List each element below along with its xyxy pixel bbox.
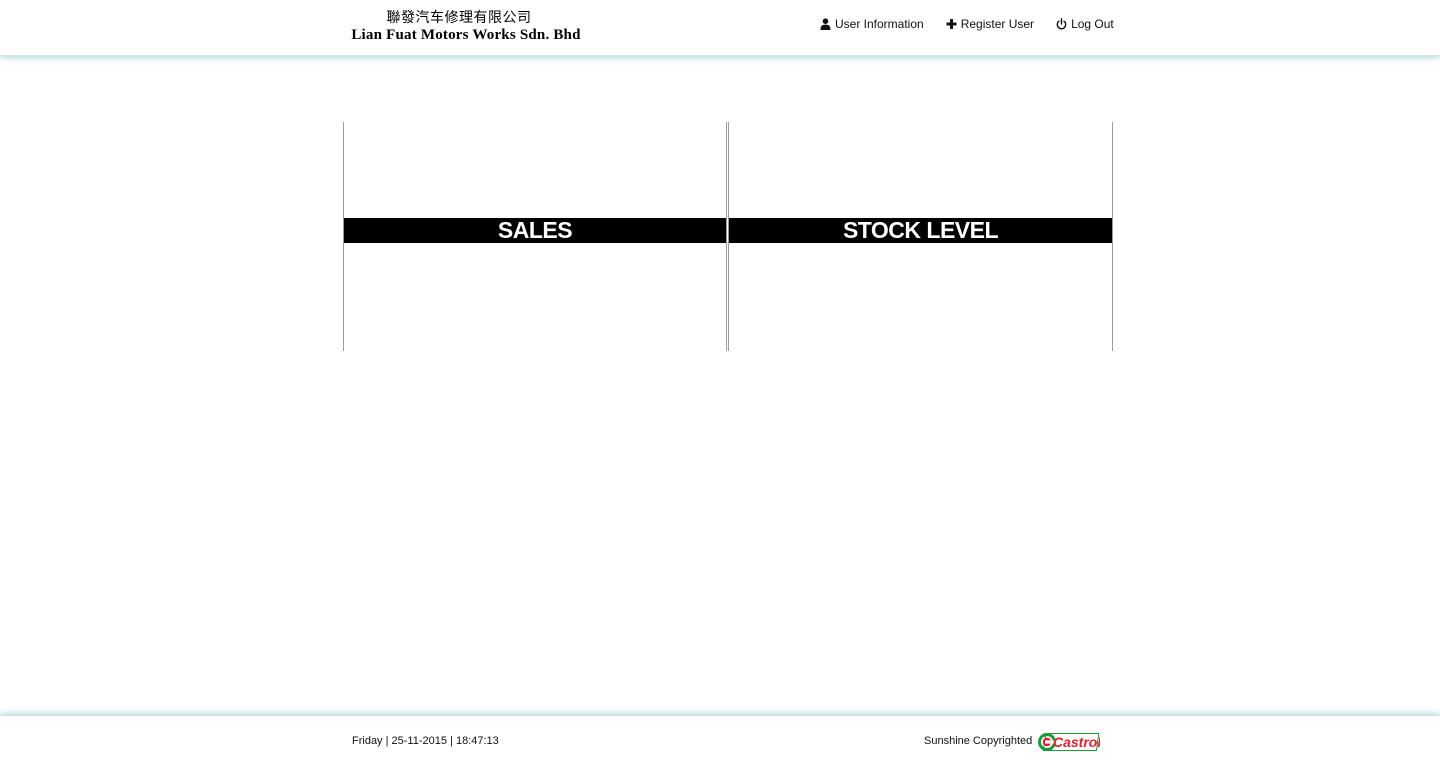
nav-log-out[interactable]: Log Out (1056, 17, 1114, 31)
sales-tile-label: SALES (344, 218, 726, 243)
nav-user-information[interactable]: User Information (820, 17, 924, 31)
user-icon (820, 18, 831, 30)
castrol-logo-text: Castrol (1053, 734, 1100, 750)
brand-chinese-name: 聯發汽车修理有限公司 (386, 11, 532, 26)
header: 聯發汽车修理有限公司 Lian Fuat Motors Works Sdn. B… (0, 0, 1440, 56)
plus-icon (946, 18, 957, 30)
top-nav: User Information Register User Log Out (820, 17, 1114, 31)
power-icon (1056, 18, 1067, 30)
nav-user-information-label: User Information (835, 17, 924, 31)
footer-datetime: Friday | 25-11-2015 | 18:47:13 (352, 735, 499, 747)
dashboard-tiles: SALES STOCK LEVEL (343, 122, 1113, 351)
sales-tile[interactable]: SALES (343, 122, 727, 351)
stock-level-tile[interactable]: STOCK LEVEL (728, 122, 1113, 351)
footer-copyright: Sunshine Copyrighted (924, 735, 1033, 747)
footer: Friday | 25-11-2015 | 18:47:13 Sunshine … (0, 715, 1440, 760)
stock-level-tile-label: STOCK LEVEL (729, 218, 1112, 243)
brand[interactable]: 聯發汽车修理有限公司 Lian Fuat Motors Works Sdn. B… (341, 11, 591, 44)
nav-log-out-label: Log Out (1071, 17, 1114, 31)
nav-register-user[interactable]: Register User (946, 17, 1034, 31)
castrol-logo: Castrol (1038, 732, 1100, 752)
brand-english-name: Lian Fuat Motors Works Sdn. Bhd (351, 27, 581, 43)
nav-register-user-label: Register User (960, 17, 1035, 31)
